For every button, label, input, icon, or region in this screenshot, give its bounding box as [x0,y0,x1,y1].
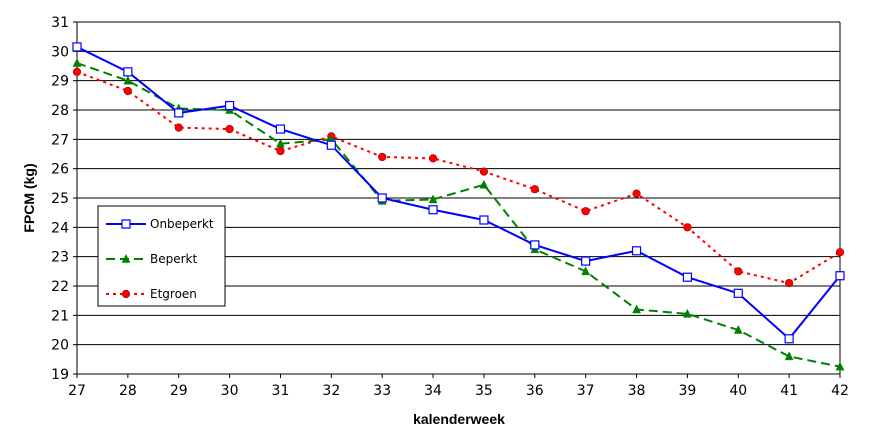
legend-marker [121,289,131,299]
data-point [785,278,794,288]
x-tick-label: 36 [526,383,544,399]
legend-label: Beperkt [150,252,197,266]
y-tick-label: 22 [51,279,69,295]
data-point [123,75,133,85]
data-point [631,246,642,256]
data-point [632,304,641,314]
y-tick-label: 29 [51,74,69,90]
y-tick-label: 27 [51,132,69,148]
data-point [123,67,133,77]
y-axis-ticks: 19 20 21 22 23 24 25 26 27 28 29 30 31 [51,15,77,383]
y-tick-label: 24 [51,220,69,236]
x-tick-label: 35 [475,383,493,399]
data-point [276,138,285,148]
data-point [326,140,336,150]
data-point [72,58,82,67]
data-point [377,193,387,203]
data-point [428,205,438,215]
data-point [530,240,540,250]
x-tick-label: 34 [424,383,442,399]
y-tick-label: 26 [51,162,69,178]
x-tick-label: 38 [628,383,646,399]
legend-box [97,205,226,307]
x-tick-label: 41 [780,383,798,399]
data-point [174,108,184,118]
data-point [479,215,489,225]
gridlines [77,21,840,375]
data-point [479,179,489,189]
data-point [682,308,692,318]
x-tick-label: 27 [68,383,86,399]
legend-label: Etgroen [150,287,197,301]
legend-marker [121,253,131,263]
data-point [479,167,489,176]
y-tick-label: 19 [51,367,69,383]
series-onbeperkt [72,42,845,344]
data-point [174,123,183,132]
legend-item-onbeperkt: Onbeperkt [106,217,214,231]
y-tick-label: 31 [51,15,69,31]
data-point [123,86,132,96]
data-point [581,207,590,216]
data-point [72,42,82,52]
data-point [835,361,845,371]
data-point [835,248,845,257]
x-axis-title: kalenderweek [413,411,505,427]
legend-label: Onbeperkt [150,217,214,231]
x-tick-label: 31 [272,383,290,399]
x-tick-label: 39 [678,383,696,399]
data-point [784,351,794,361]
legend: Onbeperkt Beperkt Etgroen [97,205,226,307]
x-tick-label: 42 [831,383,849,399]
x-tick-label: 40 [729,383,747,399]
data-point [530,185,539,194]
data-point [734,267,743,276]
legend-marker [121,219,131,229]
y-tick-label: 21 [51,308,69,324]
data-point [733,288,743,298]
y-axis-title: FPCM (kg) [21,163,37,232]
data-point [275,124,286,134]
x-tick-label: 32 [322,383,340,399]
series-line [76,70,841,285]
data-point [581,256,591,266]
x-tick-label: 30 [221,383,239,399]
data-point [683,223,692,232]
y-tick-label: 23 [51,250,69,266]
data-point [225,100,235,111]
y-tick-label: 20 [51,338,69,354]
x-tick-label: 28 [119,383,137,399]
data-point [276,146,285,156]
data-point [835,271,845,281]
x-axis-ticks: 27 28 29 30 31 32 33 34 35 36 37 38 39 40 41 42 [68,374,849,399]
data-point [784,334,794,344]
y-tick-label: 25 [51,191,69,207]
y-tick-label: 30 [51,44,69,60]
data-point [428,194,438,204]
x-tick-label: 29 [170,383,188,399]
data-point [428,154,438,163]
data-point [632,189,641,198]
series-lines [72,42,845,371]
data-point [581,266,591,276]
data-point [225,124,234,134]
data-point [378,152,387,162]
x-tick-label: 33 [373,383,391,399]
x-tick-label: 37 [577,383,595,399]
data-point [72,67,82,76]
data-point [682,272,693,282]
data-point [733,324,743,334]
legend-item-beperkt: Beperkt [106,252,197,266]
series-line [76,46,841,341]
y-tick-label: 28 [51,103,69,119]
legend-item-etgroen: Etgroen [106,287,197,301]
